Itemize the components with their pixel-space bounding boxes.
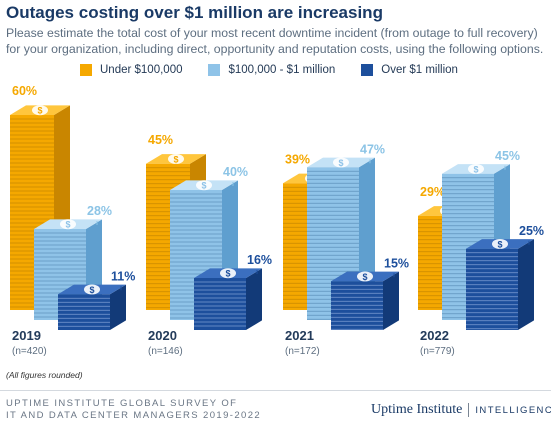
svg-text:$: $ xyxy=(201,181,206,191)
svg-text:$: $ xyxy=(89,285,94,295)
source-line-1: UPTIME INSTITUTE GLOBAL SURVEY OF xyxy=(6,398,238,409)
sample-size-2021: (n=172) xyxy=(285,346,320,357)
svg-text:$: $ xyxy=(473,164,478,174)
bar-over-1m-2021: $ xyxy=(331,271,399,330)
legend-swatch-over-1m xyxy=(361,64,374,76)
legend-item-100k-1m: $100,000 - $1 million xyxy=(208,64,335,76)
bar-group-2022: $29%$45%$25%2022(n=779) xyxy=(418,149,544,357)
sample-size-2019: (n=420) xyxy=(12,346,47,357)
bar-group-2021: $39%$47%$15%2021(n=172) xyxy=(283,142,409,357)
footnote: (All figures rounded) xyxy=(6,370,83,380)
x-tick-label-2019: 2019 xyxy=(12,328,41,343)
chart-legend: Under $100,000 $100,000 - $1 million Ove… xyxy=(80,64,458,76)
svg-text:$: $ xyxy=(225,269,230,279)
svg-text:$: $ xyxy=(65,220,70,230)
x-tick-label-2022: 2022 xyxy=(420,328,449,343)
data-label-under-100k-2022: 29% xyxy=(420,185,445,199)
data-label-under-100k-2020: 45% xyxy=(148,133,173,147)
data-label-under-100k-2021: 39% xyxy=(285,152,310,166)
brand-subtitle: INTELLIGENCE xyxy=(475,404,551,416)
data-label-100k-1m-2021: 47% xyxy=(360,142,385,156)
brand-separator xyxy=(468,403,470,417)
chart-title: Outages costing over $1 million are incr… xyxy=(6,3,383,22)
brand-name: Uptime Institute xyxy=(371,402,463,417)
source-citation: UPTIME INSTITUTE GLOBAL SURVEY OF IT AND… xyxy=(6,398,261,422)
legend-label-100k-1m: $100,000 - $1 million xyxy=(228,64,336,76)
svg-text:$: $ xyxy=(362,272,367,282)
svg-text:$: $ xyxy=(173,154,178,164)
svg-text:$: $ xyxy=(497,239,502,249)
data-label-over-1m-2022: 25% xyxy=(519,224,544,238)
source-line-2: IT AND DATA CENTER MANAGERS 2019-2022 xyxy=(6,410,262,421)
bar-over-1m-2020: $ xyxy=(194,268,262,330)
svg-text:$: $ xyxy=(37,106,42,116)
footer-divider xyxy=(0,390,551,391)
x-tick-label-2020: 2020 xyxy=(148,328,177,343)
data-label-100k-1m-2020: 40% xyxy=(223,165,248,179)
chart-subtitle: Please estimate the total cost of your m… xyxy=(6,26,544,56)
data-label-100k-1m-2022: 45% xyxy=(495,149,520,163)
data-label-over-1m-2020: 16% xyxy=(247,253,272,267)
bar-group-2019: $60%$28%$11%2019(n=420) xyxy=(10,86,135,357)
data-label-under-100k-2019: 60% xyxy=(12,86,37,98)
data-label-over-1m-2019: 11% xyxy=(111,269,135,283)
legend-label-under-100k: Under $100,000 xyxy=(100,64,183,76)
legend-item-under-100k: Under $100,000 xyxy=(80,64,182,76)
sample-size-2020: (n=146) xyxy=(148,346,183,357)
data-label-over-1m-2021: 15% xyxy=(384,256,409,270)
bar-over-1m-2019: $ xyxy=(58,284,126,330)
bar-group-2020: $45%$40%$16%2020(n=146) xyxy=(146,133,272,357)
legend-item-over-1m: Over $1 million xyxy=(361,64,458,76)
x-tick-label-2021: 2021 xyxy=(285,328,314,343)
data-label-100k-1m-2019: 28% xyxy=(87,204,112,218)
legend-label-over-1m: Over $1 million xyxy=(381,64,458,76)
svg-text:$: $ xyxy=(338,158,343,168)
sample-size-2022: (n=779) xyxy=(420,346,455,357)
brand-logo: Uptime Institute INTELLIGENCE xyxy=(371,402,551,418)
bar-chart: $60%$28%$11%2019(n=420)$45%$40%$16%2020(… xyxy=(10,86,544,357)
legend-swatch-100k-1m xyxy=(208,64,221,76)
bar-over-1m-2022: $ xyxy=(466,238,534,330)
legend-swatch-under-100k xyxy=(80,64,92,76)
